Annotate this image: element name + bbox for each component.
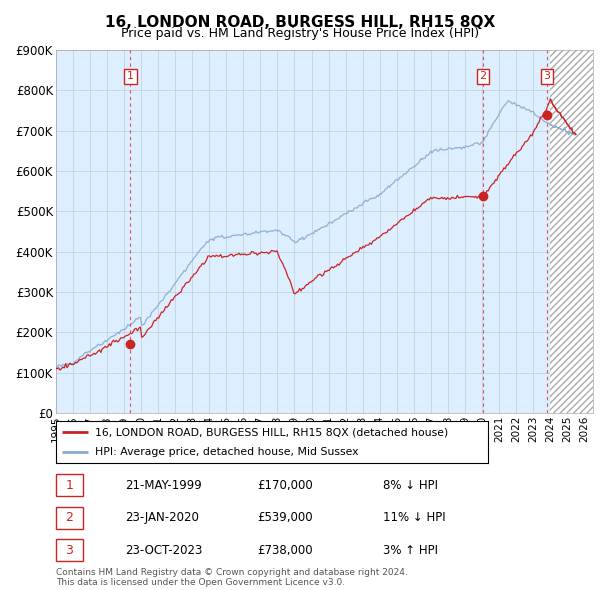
Text: £738,000: £738,000 bbox=[257, 543, 313, 557]
Text: 16, LONDON ROAD, BURGESS HILL, RH15 8QX: 16, LONDON ROAD, BURGESS HILL, RH15 8QX bbox=[105, 15, 495, 30]
Text: 11% ↓ HPI: 11% ↓ HPI bbox=[383, 511, 445, 525]
Text: 2: 2 bbox=[479, 71, 487, 81]
Text: This data is licensed under the Open Government Licence v3.0.: This data is licensed under the Open Gov… bbox=[56, 578, 345, 587]
Text: £539,000: £539,000 bbox=[257, 511, 313, 525]
Text: 21-MAY-1999: 21-MAY-1999 bbox=[125, 478, 202, 492]
Text: 1: 1 bbox=[65, 478, 73, 492]
Text: 23-JAN-2020: 23-JAN-2020 bbox=[125, 511, 199, 525]
Text: 2: 2 bbox=[65, 511, 73, 525]
Text: 23-OCT-2023: 23-OCT-2023 bbox=[125, 543, 202, 557]
Text: 8% ↓ HPI: 8% ↓ HPI bbox=[383, 478, 438, 492]
Text: £170,000: £170,000 bbox=[257, 478, 313, 492]
Text: 3: 3 bbox=[65, 543, 73, 557]
Text: 1: 1 bbox=[127, 71, 134, 81]
Bar bbox=[550, 50, 593, 413]
Text: 3: 3 bbox=[544, 71, 550, 81]
Text: HPI: Average price, detached house, Mid Sussex: HPI: Average price, detached house, Mid … bbox=[95, 447, 358, 457]
Text: 16, LONDON ROAD, BURGESS HILL, RH15 8QX (detached house): 16, LONDON ROAD, BURGESS HILL, RH15 8QX … bbox=[95, 427, 448, 437]
Text: Contains HM Land Registry data © Crown copyright and database right 2024.: Contains HM Land Registry data © Crown c… bbox=[56, 568, 407, 577]
Text: Price paid vs. HM Land Registry's House Price Index (HPI): Price paid vs. HM Land Registry's House … bbox=[121, 27, 479, 40]
Text: 3% ↑ HPI: 3% ↑ HPI bbox=[383, 543, 438, 557]
